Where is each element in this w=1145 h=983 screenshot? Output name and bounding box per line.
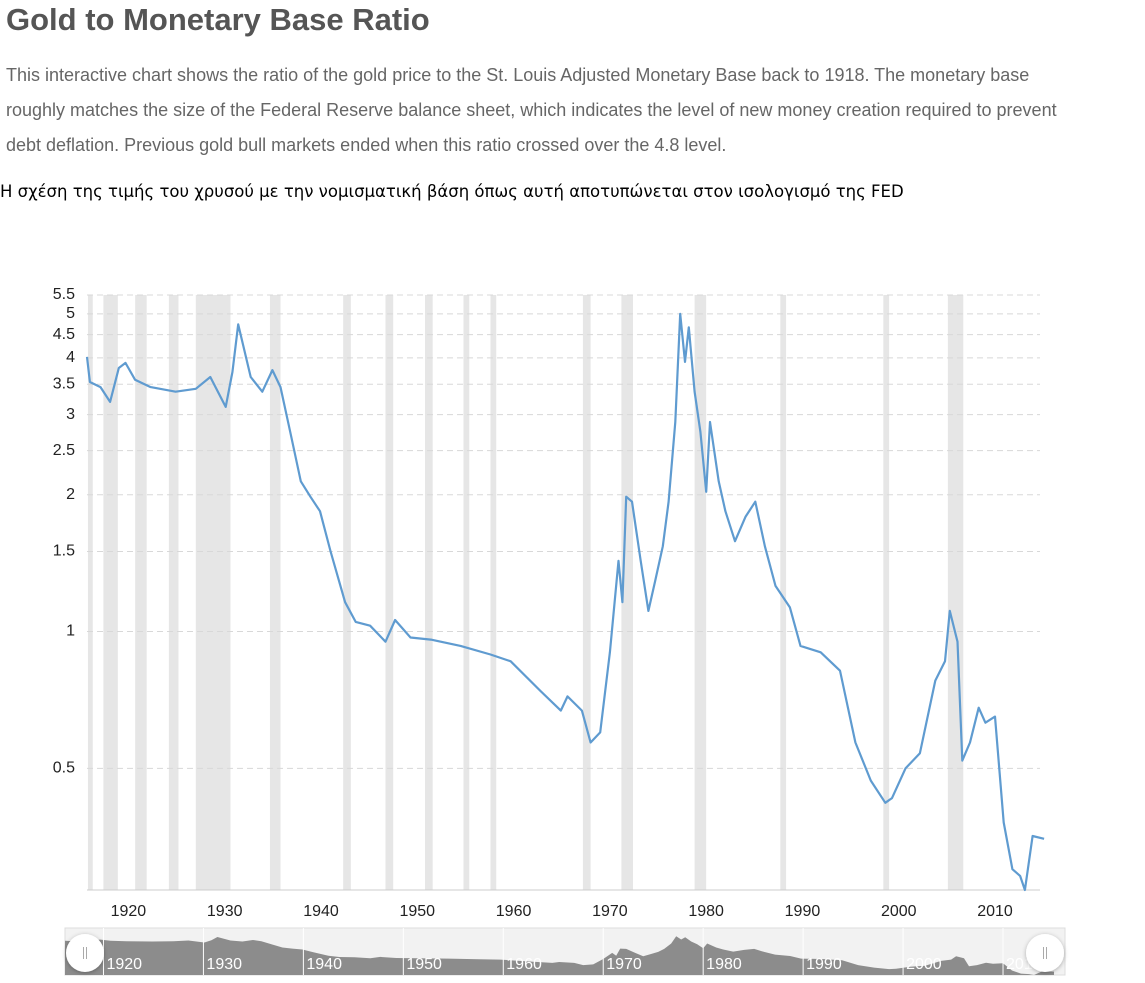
navigator-tick-label: 1930 <box>206 956 242 973</box>
navigator-tick-label: 1960 <box>506 956 542 973</box>
y-tick-label: 1.5 <box>53 543 75 560</box>
x-tick-label: 1940 <box>303 903 339 920</box>
recession-band <box>103 295 118 890</box>
navigator-tick-label: 1990 <box>806 956 842 973</box>
navigator-handle[interactable] <box>66 934 104 972</box>
recession-band <box>582 295 591 890</box>
navigator-area <box>65 936 1055 975</box>
navigator-handle[interactable] <box>1026 934 1064 972</box>
y-tick-label: 2.5 <box>53 442 75 459</box>
recession-band <box>490 295 497 890</box>
navigator-tick-label: 1950 <box>406 956 442 973</box>
recession-band <box>385 295 394 890</box>
y-tick-label: 5.5 <box>53 286 75 303</box>
recession-band <box>694 295 707 890</box>
navigator-tick-label: 1980 <box>706 956 742 973</box>
data-line <box>85 312 1045 892</box>
y-tick-label: 2 <box>66 486 75 503</box>
page-title: Gold to Monetary Base Ratio <box>6 2 430 37</box>
y-tick-label: 5 <box>66 305 75 322</box>
y-tick-label: 1 <box>66 623 75 640</box>
y-tick-label: 3.5 <box>53 375 75 392</box>
recession-band <box>195 295 231 890</box>
recession-band <box>621 295 633 890</box>
recession-band <box>269 295 281 890</box>
navigator: 1920 1930 1940 1950 1960 1970 1980 1990 2000 2010 <box>64 927 1066 976</box>
x-tick-label: 1950 <box>399 903 435 920</box>
x-tick-label: 1920 <box>111 903 147 920</box>
x-tick-label: 1930 <box>207 903 243 920</box>
handle-circle <box>66 934 104 972</box>
recession-band <box>780 295 787 890</box>
x-tick-label: 1960 <box>496 903 532 920</box>
recession-band <box>87 295 93 890</box>
x-tick-label: 2010 <box>977 903 1013 920</box>
handle-circle <box>1026 934 1064 972</box>
recession-band <box>947 295 964 890</box>
y-tick-label: 4 <box>66 349 75 366</box>
recession-band <box>424 295 433 890</box>
recession-band <box>343 295 351 890</box>
navigator-tick-label: 1920 <box>106 956 142 973</box>
y-tick-label: 4.5 <box>53 326 75 343</box>
y-tick-label: 3 <box>66 406 75 423</box>
x-tick-label: 2000 <box>881 903 917 920</box>
x-tick-label: 1990 <box>785 903 821 920</box>
x-tick-label: 1980 <box>688 903 724 920</box>
recession-band <box>463 295 470 890</box>
y-tick-label: 0.5 <box>53 760 75 777</box>
navigator-tick-label: 2000 <box>906 956 942 973</box>
description: This interactive chart shows the ratio o… <box>6 65 1057 155</box>
navigator-tick-label: 1970 <box>606 956 642 973</box>
x-tick-label: 1970 <box>592 903 628 920</box>
recession-band <box>883 295 890 890</box>
navigator-tick-label: 1940 <box>306 956 342 973</box>
recession-band <box>168 295 179 890</box>
recession-band <box>135 295 147 890</box>
note: Η σχέση της τιμής του χρυσού με την νομι… <box>0 182 904 201</box>
